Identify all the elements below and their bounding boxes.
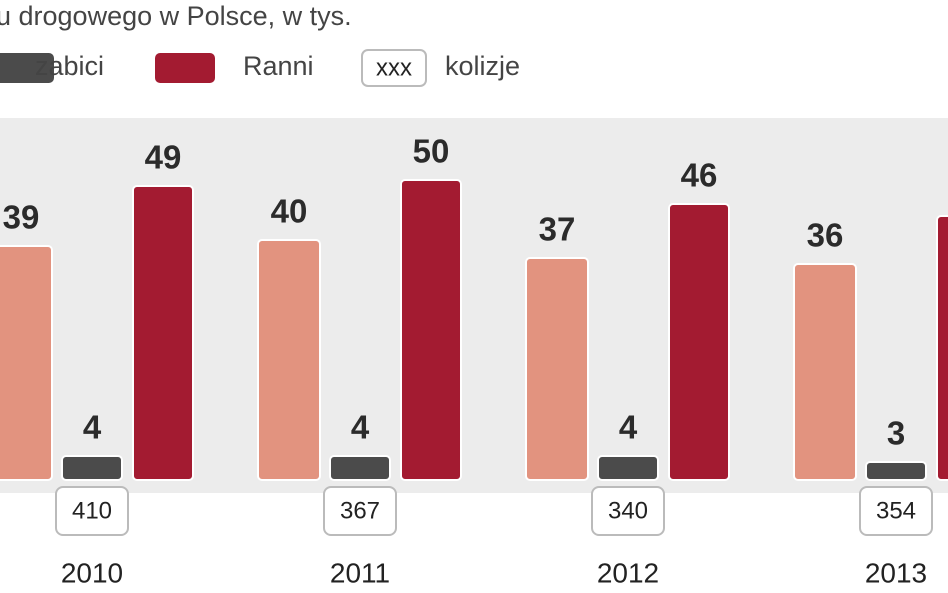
legend-box [361, 49, 427, 87]
data-label: 36 [807, 217, 844, 254]
legend-swatch [0, 53, 54, 83]
bar [865, 461, 927, 481]
x-tick-label: 2011 [330, 557, 390, 588]
bar [936, 215, 948, 481]
bar [329, 455, 391, 481]
collision-box [323, 486, 397, 536]
bar [668, 203, 730, 481]
legend-label: Ranni [243, 51, 314, 81]
bar [61, 455, 123, 481]
collision-box [591, 486, 665, 536]
legend-label: kolizje [445, 51, 520, 81]
bar [257, 239, 321, 481]
data-label: 46 [681, 157, 718, 194]
data-label: 50 [413, 133, 450, 170]
data-label: 39 [3, 199, 40, 236]
data-label: 4 [619, 409, 638, 446]
bar [132, 185, 194, 481]
bar [525, 257, 589, 481]
x-tick-label: 2010 [61, 557, 123, 588]
bar [400, 179, 462, 481]
x-tick-label: 2012 [597, 557, 659, 588]
chart-title: u drogowego w Polsce, w tys. [0, 1, 352, 31]
bar [793, 263, 857, 481]
x-tick-label: 2013 [865, 557, 927, 588]
data-label: 3 [887, 415, 905, 452]
collision-value: 340 [608, 497, 648, 524]
bar [0, 245, 53, 481]
data-label: 37 [539, 211, 576, 248]
bar [597, 455, 659, 481]
data-label: 4 [351, 409, 370, 446]
data-label: 40 [271, 193, 308, 230]
legend-swatch [155, 53, 215, 83]
legend-box-text: xxx [376, 54, 412, 81]
data-label: 49 [145, 139, 182, 176]
collision-value: 354 [876, 497, 916, 524]
collision-value: 367 [340, 497, 380, 524]
data-label: 4 [83, 409, 102, 446]
legend-label: zabici [35, 51, 104, 81]
collision-box [55, 486, 129, 536]
collision-value: 410 [72, 497, 112, 524]
collision-box [859, 486, 933, 536]
